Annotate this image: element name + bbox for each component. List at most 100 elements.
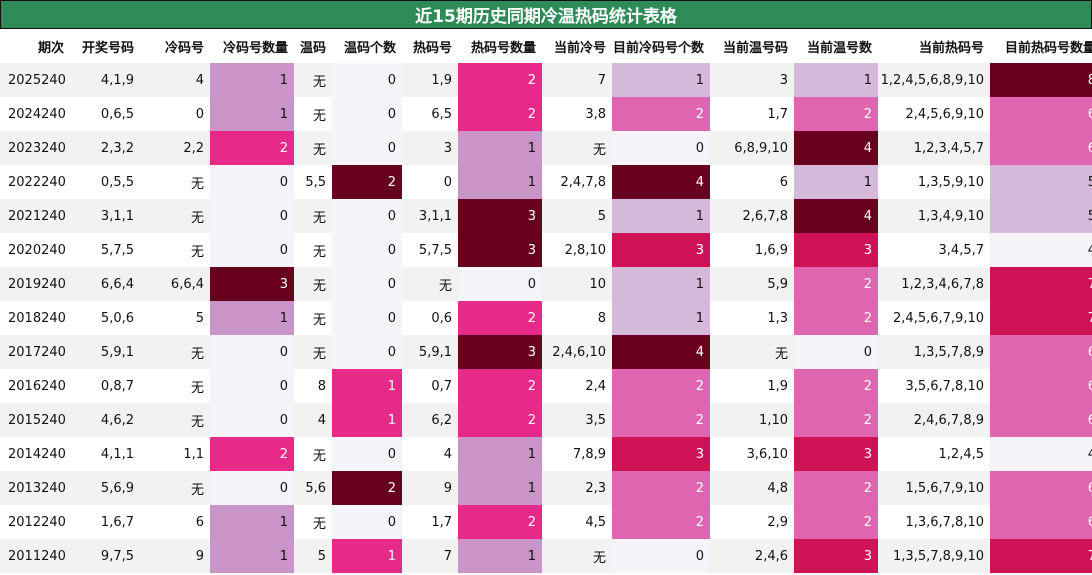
table-cell: 3 (458, 199, 542, 233)
table-cell: 0,6,5 (70, 97, 140, 131)
table-cell: 1 (210, 63, 294, 97)
table-cell: 2 (332, 165, 402, 199)
table-cell: 2 (794, 369, 878, 403)
table-cell: 1,2,3,4,6,7,8 (878, 267, 990, 301)
table-cell: 2018240 (0, 301, 70, 335)
table-cell: 1 (612, 301, 710, 335)
table-cell: 2025240 (0, 63, 70, 97)
table-cell: 1 (332, 369, 402, 403)
table-cell: 无 (140, 233, 210, 267)
table-cell: 10 (542, 267, 612, 301)
table-cell: 3,5,6,7,8,10 (878, 369, 990, 403)
table-cell: 7 (542, 63, 612, 97)
table-cell: 2014240 (0, 437, 70, 471)
table-cell: 无 (294, 505, 332, 539)
table-title: 近15期历史同期冷温热码统计表格 (0, 0, 1092, 29)
table-cell: 0 (612, 131, 710, 165)
table-cell: 3,6,10 (710, 437, 794, 471)
table-cell: 4,1,1 (70, 437, 140, 471)
table-cell: 无 (542, 131, 612, 165)
table-cell: 2 (612, 97, 710, 131)
table-cell: 0,8,7 (70, 369, 140, 403)
table-cell: 0 (458, 267, 542, 301)
table-cell: 1 (332, 403, 402, 437)
table-cell: 2021240 (0, 199, 70, 233)
table-cell: 9,7,5 (70, 539, 140, 573)
table-cell: 3 (458, 233, 542, 267)
table-cell: 0 (332, 97, 402, 131)
table-cell: 0 (332, 63, 402, 97)
table-cell: 5,0,6 (70, 301, 140, 335)
table-cell: 2023240 (0, 131, 70, 165)
table-cell: 6 (990, 369, 1092, 403)
table-cell: 0 (140, 97, 210, 131)
table-cell: 无 (140, 165, 210, 199)
table-cell: 2022240 (0, 165, 70, 199)
table-cell: 1,7 (710, 97, 794, 131)
table-cell: 4 (794, 199, 878, 233)
table-cell: 0 (794, 335, 878, 369)
table-cell: 无 (140, 369, 210, 403)
table-cell: 4 (990, 437, 1092, 471)
table-row: 2011240 9,7,5 9 1 5 1 7 1 无 0 2,4,6 3 1,3,5,7,8,9,10… (0, 539, 1092, 573)
table-cell: 无 (294, 335, 332, 369)
table-row: 2016240 0,8,7 无 0 8 1 0,7 2 2,4 2 1,9 2 3,5,6,7,8,10… (0, 369, 1092, 403)
table-cell: 4 (612, 165, 710, 199)
table-cell: 5 (140, 301, 210, 335)
table-cell: 2 (458, 97, 542, 131)
table-cell: 4 (612, 335, 710, 369)
table-cell: 5,6 (294, 471, 332, 505)
table-cell: 1 (458, 539, 542, 573)
table-row: 2015240 4,6,2 无 0 4 1 6,2 2 3,5 2 1,10 2 2,4,6,7,8,9… (0, 403, 1092, 437)
table-row: 2017240 5,9,1 无 0 无 0 5,9,1 3 2,4,6,10 4 无 0 1,3,5,7… (0, 335, 1092, 369)
table-cell: 1,1 (140, 437, 210, 471)
table-cell: 3 (794, 233, 878, 267)
table-cell: 2,4,5,6,7,9,10 (878, 301, 990, 335)
table-cell: 1,2,4,5 (878, 437, 990, 471)
column-header: 目前冷码号个数 (612, 29, 710, 63)
table-cell: 无 (140, 471, 210, 505)
table-cell: 1 (612, 199, 710, 233)
table-cell: 2,3,2 (70, 131, 140, 165)
table-cell: 0 (332, 335, 402, 369)
table-cell: 3 (794, 437, 878, 471)
table-cell: 6 (710, 165, 794, 199)
table-cell: 6 (990, 403, 1092, 437)
table-row: 2013240 5,6,9 无 0 5,6 2 9 1 2,3 2 4,8 2 1,5,6,7,9,10… (0, 471, 1092, 505)
table-cell: 2 (458, 63, 542, 97)
table-cell: 3 (210, 267, 294, 301)
table-cell: 2,8,10 (542, 233, 612, 267)
table-cell: 无 (402, 267, 458, 301)
table-row: 2024240 0,6,5 0 1 无 0 6,5 2 3,8 2 1,7 2 2,4,5,6,9,10… (0, 97, 1092, 131)
table-cell: 2013240 (0, 471, 70, 505)
column-header: 期次 (0, 29, 70, 63)
table-cell: 7 (990, 539, 1092, 573)
column-header: 冷码号数量 (210, 29, 294, 63)
table-cell: 8 (294, 369, 332, 403)
table-cell: 1,6,7 (70, 505, 140, 539)
table-cell: 2 (210, 131, 294, 165)
table-cell: 2,9 (710, 505, 794, 539)
table-cell: 5 (990, 165, 1092, 199)
column-header: 温码个数 (332, 29, 402, 63)
table-cell: 2017240 (0, 335, 70, 369)
table-cell: 2 (458, 301, 542, 335)
table-cell: 5,9,1 (70, 335, 140, 369)
table-cell: 0 (210, 403, 294, 437)
table-cell: 5,7,5 (402, 233, 458, 267)
table-cell: 1 (612, 267, 710, 301)
table-cell: 0 (332, 233, 402, 267)
table-cell: 0 (332, 131, 402, 165)
table-cell: 9 (140, 539, 210, 573)
table-cell: 3,8 (542, 97, 612, 131)
table-cell: 2,4,7,8 (542, 165, 612, 199)
table-cell: 3,5 (542, 403, 612, 437)
table-cell: 0,5,5 (70, 165, 140, 199)
column-header: 热码号 (402, 29, 458, 63)
table-cell: 4,5 (542, 505, 612, 539)
table-cell: 1 (794, 165, 878, 199)
table-cell: 2 (612, 369, 710, 403)
table-cell: 0 (332, 301, 402, 335)
table-cell: 2 (458, 369, 542, 403)
table-cell: 3,1,1 (402, 199, 458, 233)
